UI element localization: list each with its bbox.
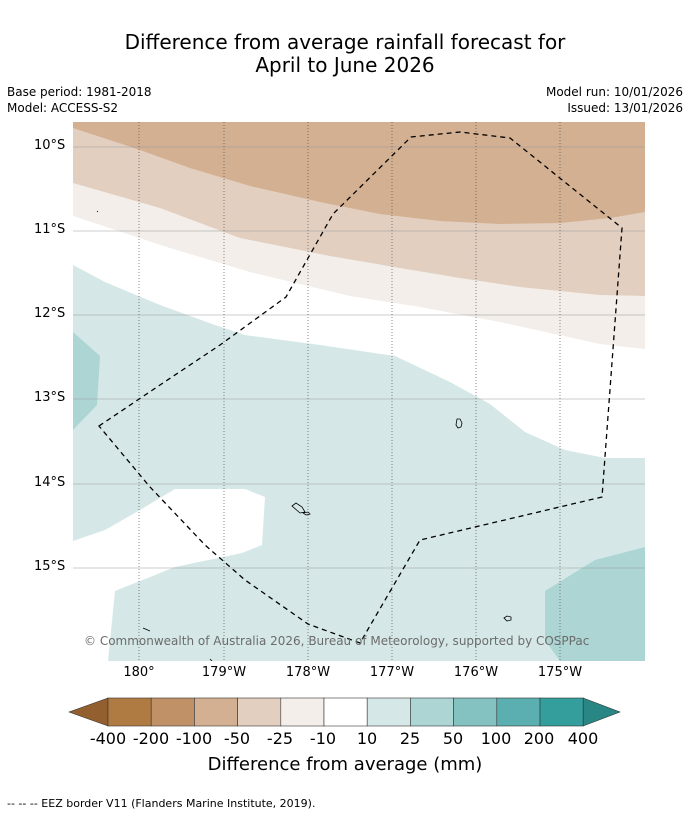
lon-label-175w: 175°W [537, 665, 583, 680]
island-wallis [291, 502, 306, 514]
colorbar-swatch-7 [366, 697, 411, 727]
map-title: Difference from average rainfall forecas… [0, 31, 690, 77]
cbar-label-3: -50 [223, 729, 251, 748]
island-wallis-small [301, 511, 311, 516]
island-north [96, 210, 99, 213]
dry-pocket [73, 489, 265, 661]
eez-footnote: -- -- -- EEZ border V11 (Flanders Marine… [7, 797, 316, 810]
band-10-to-25 [73, 265, 645, 661]
band-25-to-50-southeast [545, 547, 645, 661]
cbar-label-0: -400 [89, 729, 127, 748]
lon-label-177w: 177°W [369, 665, 415, 680]
lat-label-15s: 15°S [34, 559, 66, 574]
colorbar-swatch-8 [410, 697, 454, 727]
eez-border [98, 131, 623, 644]
cbar-label-7: 25 [399, 729, 421, 748]
cbar-label-2: -100 [175, 729, 213, 748]
colorbar-swatch-3 [194, 697, 238, 727]
colorbar-swatch-9 [453, 697, 498, 727]
island-south-east [503, 615, 512, 622]
lon-label-180: 180° [123, 665, 155, 680]
lat-label-14s: 14°S [34, 475, 66, 490]
colorbar-swatch-6 [323, 697, 368, 727]
colorbar-title: Difference from average (mm) [207, 754, 483, 775]
model-text: Model: ACCESS-S2 [7, 101, 119, 115]
colorbar-swatch-10 [496, 697, 541, 727]
issued-text: Issued: 13/01/2026 [567, 101, 683, 115]
colorbar-swatch-1 [107, 697, 152, 727]
cbar-label-5: -10 [309, 729, 337, 748]
cbar-label-9: 100 [480, 729, 512, 748]
title-line-2: April to June 2026 [255, 53, 435, 77]
lat-label-10s: 10°S [34, 138, 66, 153]
island-central-east [455, 418, 463, 429]
colorbar-arrow-low [68, 697, 109, 727]
colorbar-swatch-11 [539, 697, 584, 727]
islands [96, 210, 512, 661]
colorbar-swatch-2 [150, 697, 195, 727]
meta-left: Base period: 1981-2018 Model: ACCESS-S2 [7, 84, 152, 116]
lon-label-178w: 178°W [285, 665, 331, 680]
cbar-label-11: 400 [567, 729, 599, 748]
lat-label-13s: 13°S [34, 390, 66, 405]
colorbar-swatch-5 [280, 697, 325, 727]
lat-label-12s: 12°S [34, 306, 66, 321]
colorbar [68, 697, 621, 727]
cbar-label-6: 10 [356, 729, 378, 748]
model-run-text: Model run: 10/01/2026 [545, 85, 683, 99]
meta-right: Model run: 10/01/2026 Issued: 13/01/2026 [546, 84, 683, 116]
cbar-label-1: -200 [132, 729, 170, 748]
graticule [73, 146, 645, 569]
base-period-text: Base period: 1981-2018 [7, 85, 152, 99]
title-line-1: Difference from average rainfall forecas… [124, 30, 566, 54]
cbar-label-8: 50 [442, 729, 464, 748]
island-south-west [142, 627, 151, 632]
colorbar-swatch-4 [237, 697, 282, 727]
band-25-to-50-west [73, 332, 100, 430]
lon-label-176w: 176°W [453, 665, 499, 680]
colorbar-arrow-high [582, 697, 621, 727]
cbar-label-10: 200 [523, 729, 555, 748]
cbar-label-4: -25 [266, 729, 294, 748]
lon-label-179w: 179°W [201, 665, 247, 680]
lat-label-11s: 11°S [34, 222, 66, 237]
copyright-text: © Commonwealth of Australia 2026, Bureau… [84, 634, 590, 648]
band-minus50-to-minus100 [73, 122, 645, 224]
map-area [73, 122, 645, 661]
island-south-edge [209, 658, 213, 661]
